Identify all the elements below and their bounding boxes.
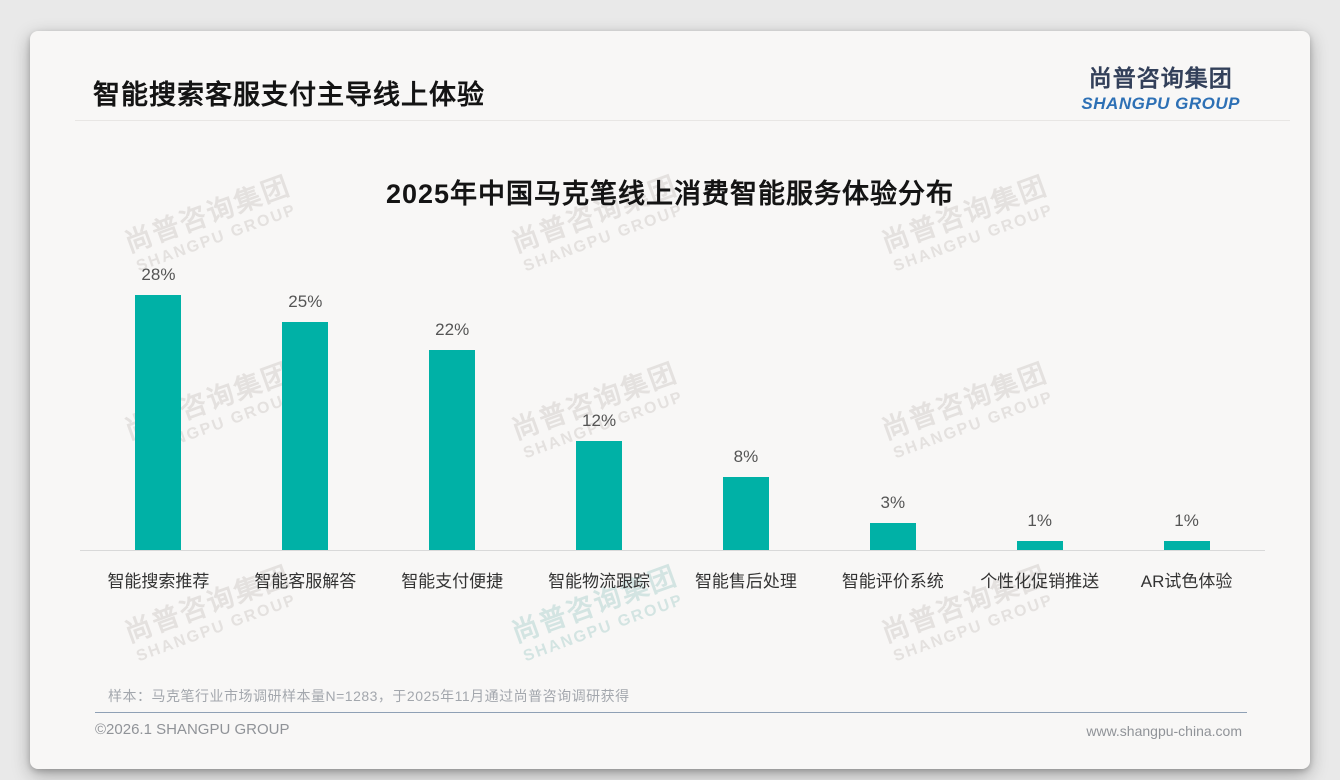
bar-chart-plot: 28% 25% 22% 12% 8% 3% 1% 1% <box>85 265 1260 550</box>
category-label: 个性化促销推送 <box>980 572 1100 591</box>
bar-group: 1% <box>1113 511 1260 550</box>
bar <box>429 350 476 550</box>
bar <box>869 523 916 550</box>
logo-cn-text: 尚普咨询集团 <box>1088 65 1233 91</box>
chart-title: 2025年中国马克笔线上消费智能服务体验分布 <box>385 179 955 209</box>
copyright-text: ©2026.1 SHANGPU GROUP <box>95 721 290 738</box>
header-divider <box>75 120 1290 121</box>
x-axis-line <box>80 550 1265 551</box>
category-label: 智能搜索推荐 <box>107 572 210 591</box>
bar-group: 3% <box>819 493 966 550</box>
bar <box>722 477 769 550</box>
website-text: www.shangpu-china.com <box>1086 723 1242 739</box>
bar-group: 28% <box>85 265 232 550</box>
bar-group: 22% <box>379 320 526 550</box>
bar <box>1016 541 1063 550</box>
category-label: 智能售后处理 <box>694 572 797 591</box>
bar-value-label: 8% <box>733 447 759 466</box>
logo-en-text: SHANGPU GROUP <box>1081 94 1240 113</box>
company-logo: 尚普咨询集团 SHANGPU GROUP <box>1081 59 1240 114</box>
category-label: 智能支付便捷 <box>401 572 504 591</box>
bar-value-label: 25% <box>288 292 323 311</box>
sample-note: 样本：马克笔行业市场调研样本量N=1283，于2025年11月通过尚普咨询调研获… <box>108 688 630 704</box>
bar-value-label: 22% <box>435 320 470 339</box>
bar-group: 12% <box>526 411 673 550</box>
footer-divider <box>95 712 1247 713</box>
category-axis: 智能搜索推荐 智能客服解答 智能支付便捷 智能物流跟踪 智能售后处理 智能评价系… <box>85 567 1260 592</box>
bar-group: 1% <box>966 511 1113 550</box>
bar <box>282 322 329 550</box>
bar-value-label: 1% <box>1027 511 1052 530</box>
bar-group: 25% <box>232 292 379 550</box>
page-title: 智能搜索客服支付主导线上体验 <box>93 80 485 110</box>
category-label: 智能客服解答 <box>254 572 357 591</box>
category-label: 智能评价系统 <box>841 572 944 591</box>
slide-card: 尚普咨询集团 SHANGPU GROUP 尚普咨询集团 SHANGPU GROUP … <box>30 31 1310 769</box>
category-label: AR试色体验 <box>1140 572 1233 591</box>
category-label: 智能物流跟踪 <box>548 572 651 591</box>
bar-value-label: 28% <box>141 265 176 284</box>
bar-value-label: 12% <box>582 411 617 430</box>
bar-group: 8% <box>673 447 820 550</box>
bar-value-label: 1% <box>1174 511 1199 530</box>
bar <box>576 441 623 550</box>
bar-value-label: 3% <box>880 493 906 512</box>
bar <box>135 295 182 550</box>
bar <box>1163 541 1210 550</box>
